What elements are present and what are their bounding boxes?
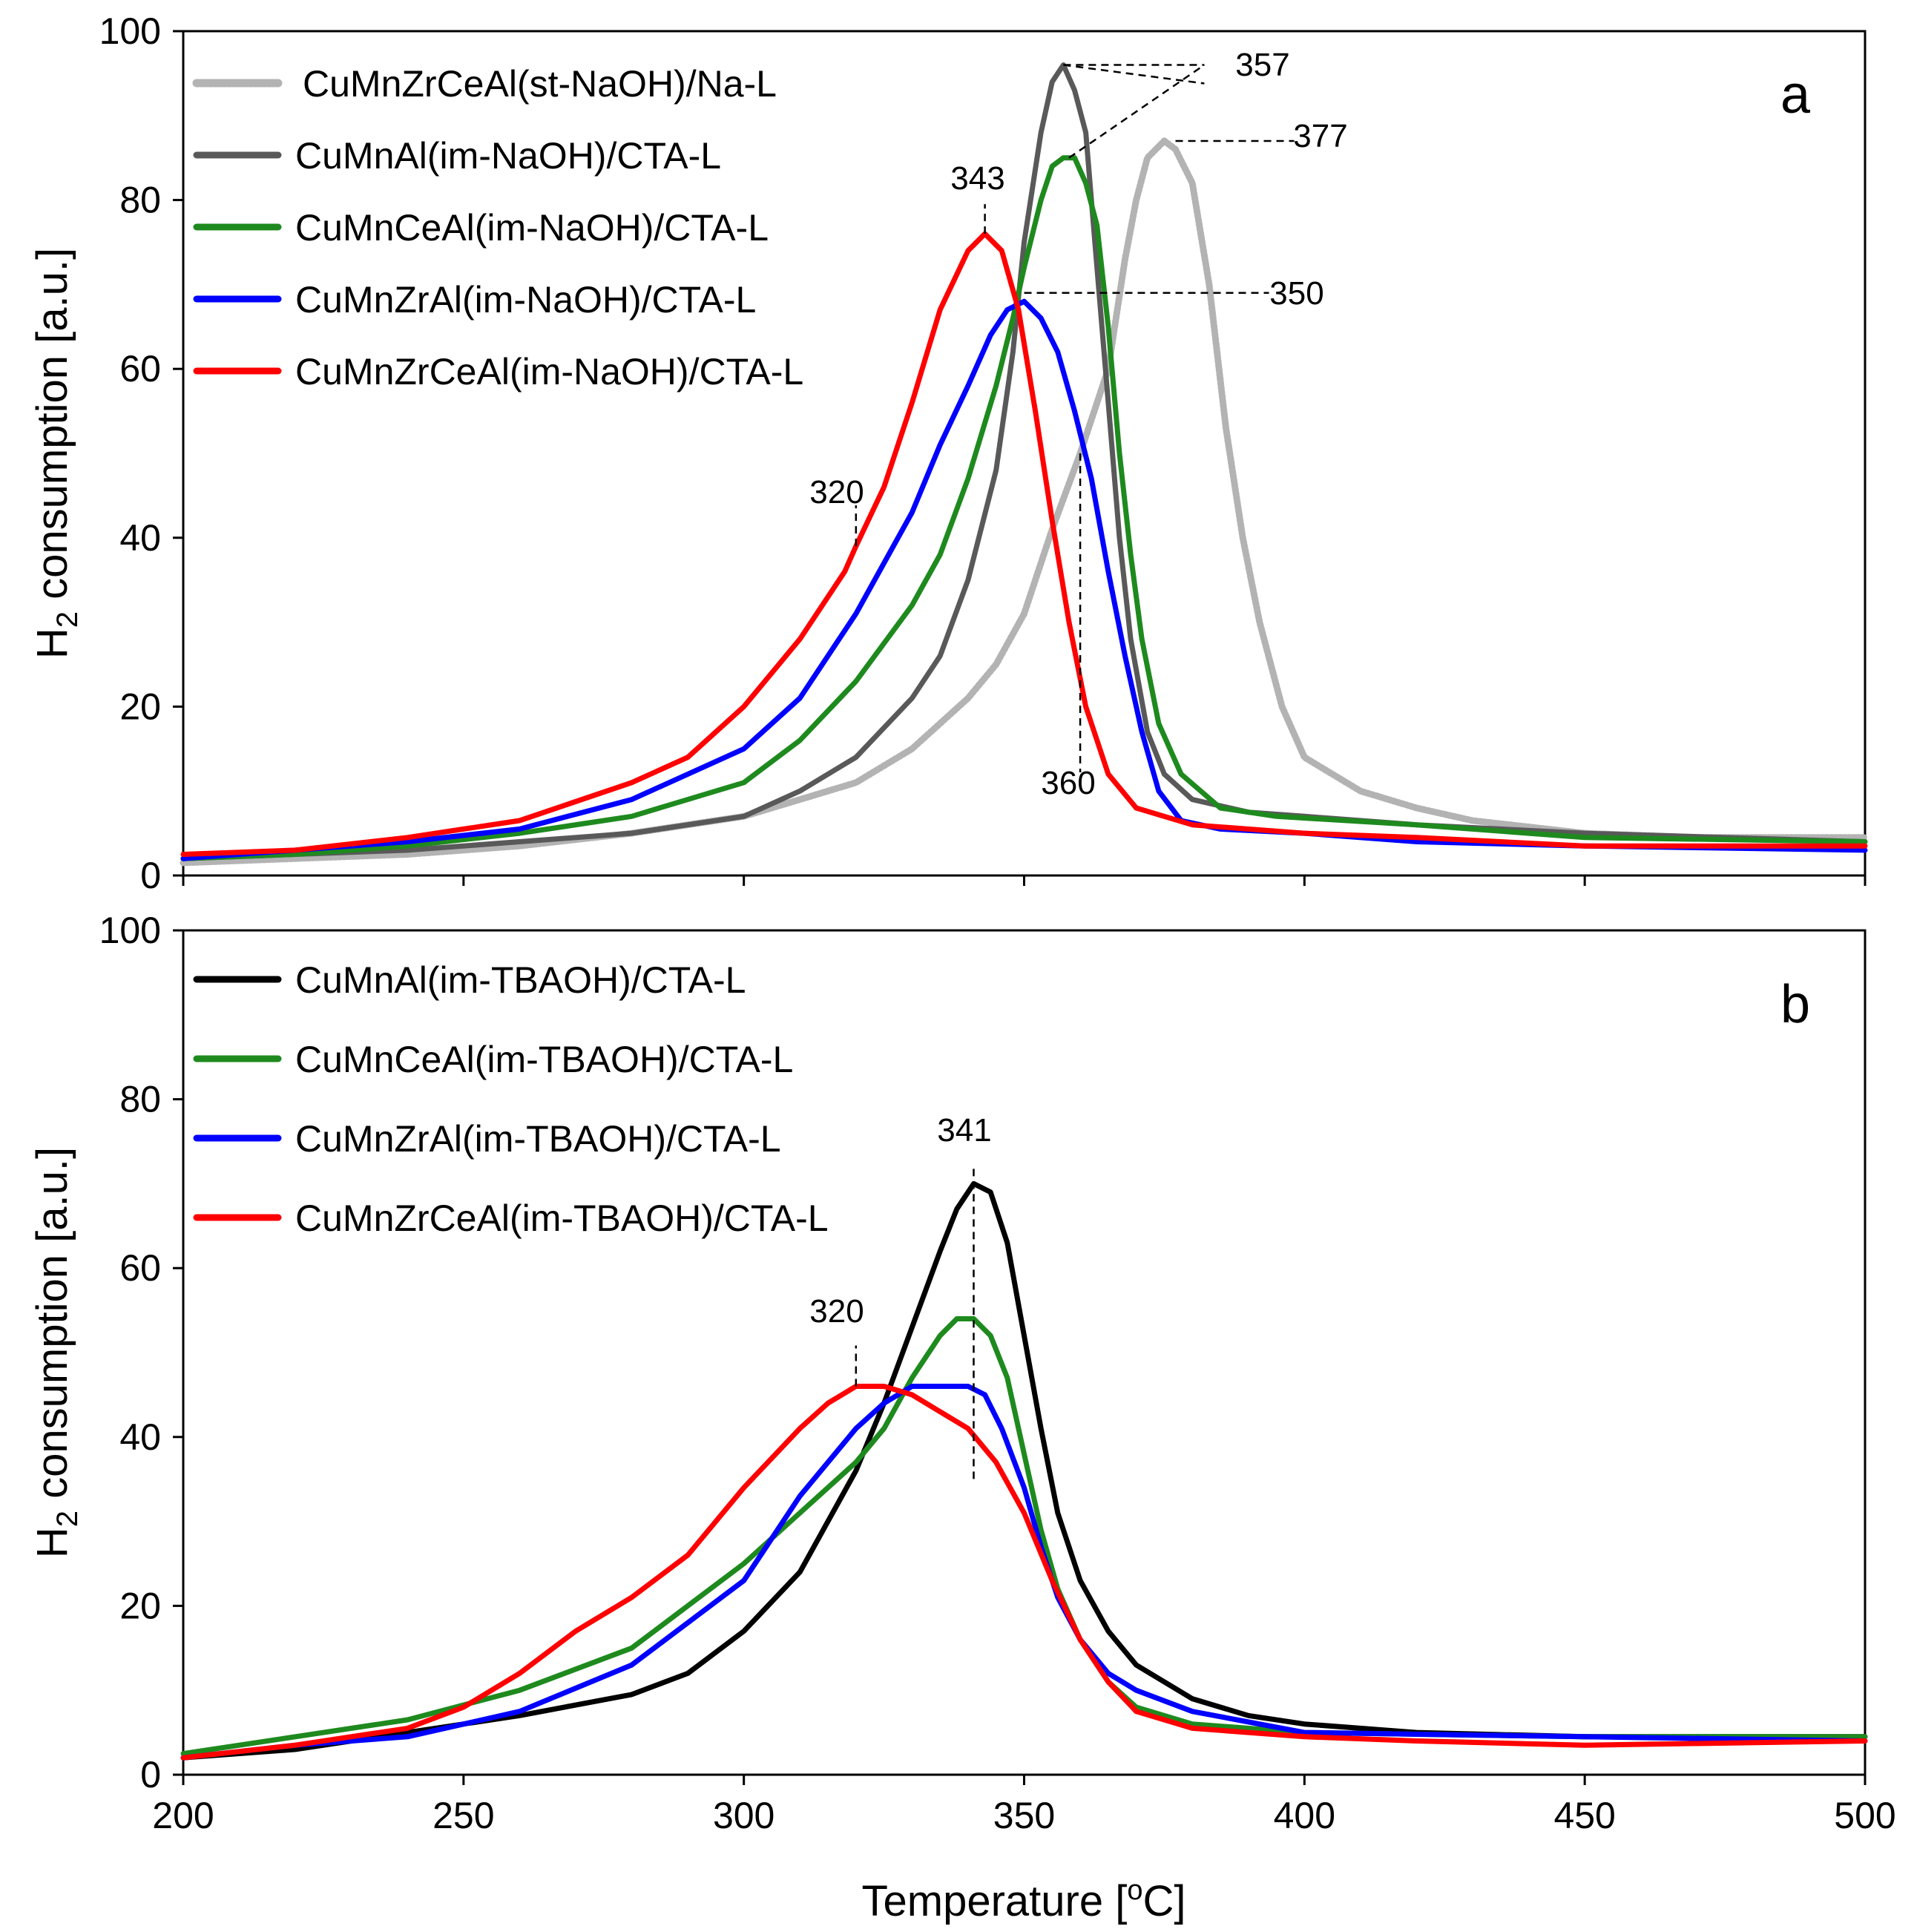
panel-b-x-tick-label: 350 xyxy=(993,1795,1055,1836)
panel-b-annotation-label: 320 xyxy=(809,1293,864,1330)
panel-a-legend: CuMnZrCeAl(st-NaOH)/Na-L CuMnAl(im-NaOH)/… xyxy=(192,63,803,392)
panel-b-annotation-label: 341 xyxy=(937,1112,991,1149)
panel-b-series-line xyxy=(180,1384,1868,1761)
xlabel-main: Temperature [ xyxy=(862,1877,1128,1925)
panel-a-annotation-label: 350 xyxy=(1269,275,1323,312)
panel-a-annotation-label: 357 xyxy=(1235,47,1289,83)
panel-a-axis-ticks: 0 20 40 60 80 100 xyxy=(99,10,1867,896)
panel-a-letter: a xyxy=(1780,65,1811,125)
panel-a-y-tick-label: 40 xyxy=(119,517,161,559)
panel-a-series-line xyxy=(180,155,1868,861)
h2-symbol-h: H xyxy=(28,628,76,659)
panel-a-annotation-label: 360 xyxy=(1041,765,1095,801)
panel-b-y-tick-label: 20 xyxy=(119,1585,161,1626)
xlabel-unit: C] xyxy=(1142,1877,1185,1925)
panel-b-letter: b xyxy=(1780,975,1810,1034)
panel-a-legend-label: CuMnZrCeAl(st-NaOH)/Na-L xyxy=(303,63,777,105)
panel-b-x-tick-label: 250 xyxy=(433,1795,494,1836)
panel-a-legend-label: CuMnZrAl(im-NaOH)/CTA-L xyxy=(295,279,756,321)
panel-b-y-axis-title-text: H2 consumption [a.u.] xyxy=(28,1147,84,1558)
x-axis-title: Temperature [oC] xyxy=(862,1875,1186,1925)
panel-a-legend-label: CuMnZrCeAl(im-NaOH)/CTA-L xyxy=(295,351,803,392)
panel-a-annotation-label: 320 xyxy=(809,474,864,510)
panel-a-legend-label: CuMnCeAl(im-NaOH)/CTA-L xyxy=(295,207,769,249)
panel-b-y-tick-label: 100 xyxy=(99,910,161,951)
panel-a-y-tick-label: 0 xyxy=(140,855,161,896)
h2-symbol-h: H xyxy=(28,1527,76,1558)
panel-b-legend: CuMnAl(im-TBAOH)/CTA-L CuMnCeAl(im-TBAOH)… xyxy=(193,959,829,1239)
panel-a-annotation-label: 377 xyxy=(1293,118,1347,154)
h2-subscript: 2 xyxy=(51,611,84,628)
panel-b: 0 20 40 60 80 100 200 250 300 350 400 450 500 341 320… xyxy=(28,910,1896,1836)
panel-b-x-tick-label: 450 xyxy=(1553,1795,1615,1836)
panel-a-y-axis-title-text: H2 consumption [a.u.] xyxy=(28,248,84,659)
panel-a-series-line xyxy=(180,231,1868,857)
panel-b-x-tick-label: 500 xyxy=(1834,1795,1895,1836)
panel-b-peak-annotations: 341 320 xyxy=(809,1112,992,1481)
panel-b-x-tick-label: 300 xyxy=(713,1795,775,1836)
panel-a-annotation-leader xyxy=(1068,64,1206,159)
panel-a-legend-label: CuMnAl(im-NaOH)/CTA-L xyxy=(295,135,721,177)
panel-a-series-lines xyxy=(180,62,1869,867)
panel-b-legend-label: CuMnAl(im-TBAOH)/CTA-L xyxy=(295,959,746,1001)
panel-b-series-line xyxy=(180,1316,1868,1757)
panel-b-y-tick-label: 80 xyxy=(119,1079,161,1120)
panel-b-y-tick-label: 40 xyxy=(119,1416,161,1458)
panel-a-y-tick-label: 100 xyxy=(99,10,161,52)
panel-a-y-tick-label: 80 xyxy=(119,180,161,221)
panel-b-legend-label: CuMnCeAl(im-TBAOH)/CTA-L xyxy=(295,1039,793,1080)
panel-b-axis-ticks: 0 20 40 60 80 100 200 250 300 350 400 450 500 xyxy=(99,910,1896,1836)
ylabel-rest: consumption [a.u.] xyxy=(28,248,76,611)
panel-b-x-tick-label: 200 xyxy=(152,1795,214,1836)
panel-a-y-tick-label: 20 xyxy=(119,686,161,727)
panel-b-series-line xyxy=(180,1384,1868,1761)
panel-b-legend-label: CuMnZrCeAl(im-TBAOH)/CTA-L xyxy=(295,1197,829,1239)
ylabel-rest: consumption [a.u.] xyxy=(28,1147,76,1511)
panel-a-series-line xyxy=(180,62,1868,861)
panel-a-annotation-leader xyxy=(1063,64,1205,85)
x-axis-title-text: Temperature [oC] xyxy=(862,1875,1186,1925)
panel-b-x-tick-label: 400 xyxy=(1274,1795,1335,1836)
degree-superscript: o xyxy=(1127,1875,1142,1906)
panel-b-y-tick-label: 60 xyxy=(119,1247,161,1289)
h2-subscript: 2 xyxy=(51,1511,84,1527)
panel-b-legend-label: CuMnZrAl(im-TBAOH)/CTA-L xyxy=(295,1118,781,1160)
panel-b-y-axis-title: H2 consumption [a.u.] xyxy=(28,1147,84,1558)
panel-a-y-tick-label: 60 xyxy=(119,348,161,390)
panel-b-y-tick-label: 0 xyxy=(140,1754,161,1795)
panel-a-annotation-label: 343 xyxy=(950,160,1004,197)
panel-a-y-axis-title: H2 consumption [a.u.] xyxy=(28,248,84,659)
